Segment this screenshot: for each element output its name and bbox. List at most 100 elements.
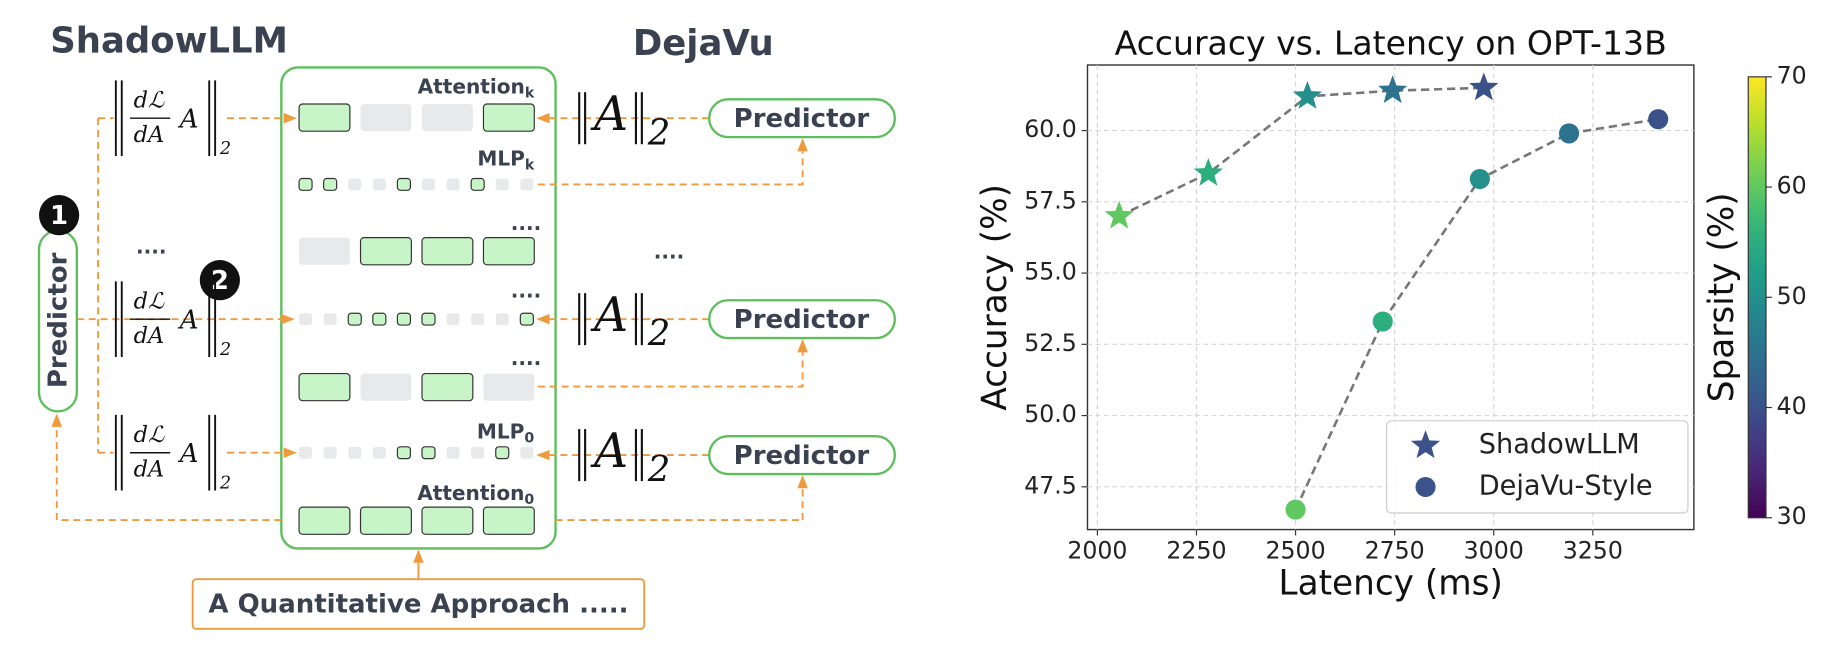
predictor-box xyxy=(708,299,896,340)
layer-label: Attentionk xyxy=(418,74,535,101)
numerator: dℒ xyxy=(134,422,165,448)
predictor-box xyxy=(708,98,896,139)
neuron xyxy=(421,446,436,460)
x-axis-label: Latency (ms) xyxy=(1279,564,1503,604)
y-axis-label: Accuracy (%) xyxy=(975,184,1015,411)
footer-box xyxy=(191,578,646,630)
subscript: 2 xyxy=(647,313,671,354)
operand: A xyxy=(590,288,628,343)
subscript: 2 xyxy=(219,473,231,493)
neuron xyxy=(323,177,338,191)
x-tick-label: 2250 xyxy=(1166,537,1226,565)
ellipsis: .... xyxy=(511,211,542,235)
chart-title: Accuracy vs. Latency on OPT-13B xyxy=(1115,23,1667,62)
colorbar-tick-label: 50 xyxy=(1777,282,1807,310)
weight-block xyxy=(298,372,351,402)
neuron xyxy=(471,313,485,326)
layer-label: Attention0 xyxy=(417,481,534,508)
weight-block xyxy=(421,372,474,402)
denominator: dA xyxy=(134,456,165,482)
neuron xyxy=(348,446,362,459)
neuron xyxy=(348,178,362,191)
layer-index: k xyxy=(525,157,535,173)
colorbar-tick-label: 40 xyxy=(1777,392,1807,420)
predictor-label: Predictor xyxy=(734,305,870,335)
operand: A xyxy=(590,87,628,142)
layer-name: Attention xyxy=(418,74,525,98)
neuron xyxy=(470,177,485,191)
operand: A xyxy=(178,439,199,469)
footer-text: A Quantitative Approach ..... xyxy=(208,590,628,620)
layer-name: MLP xyxy=(477,419,525,443)
predictor-box xyxy=(708,434,896,476)
step-badge xyxy=(39,195,80,236)
colorbar-tick-label: 30 xyxy=(1777,502,1807,530)
y-tick-label: 50.0 xyxy=(1024,400,1077,428)
denominator: dA xyxy=(134,122,165,148)
model-box xyxy=(280,66,557,550)
neuron xyxy=(323,446,337,459)
predictor-label: Predictor xyxy=(734,104,870,134)
ellipsis: .... xyxy=(511,346,542,370)
flow-arrow xyxy=(537,138,808,186)
data-point xyxy=(1469,168,1490,190)
neuron xyxy=(299,446,313,459)
weight-block xyxy=(298,506,351,535)
neuron xyxy=(520,178,534,191)
numerator: dℒ xyxy=(134,289,165,315)
data-point xyxy=(1372,311,1393,332)
layer-label: MLP0 xyxy=(477,419,535,446)
neuron xyxy=(495,446,510,460)
neuron xyxy=(519,312,534,326)
data-point xyxy=(1292,80,1323,109)
subscript: 2 xyxy=(647,449,671,490)
colorbar xyxy=(1747,76,1767,519)
layer-label: MLPk xyxy=(477,146,535,173)
weight-block xyxy=(483,373,535,401)
weight-block xyxy=(421,104,473,132)
layer-name: Attention xyxy=(417,481,524,505)
y-tick-label: 52.5 xyxy=(1024,329,1077,357)
ellipsis: .... xyxy=(136,235,167,259)
neuron xyxy=(446,313,460,326)
weight-block xyxy=(482,237,535,266)
denominator: dA xyxy=(134,323,165,349)
diagram: ShadowLLM DejaVuAttentionkMLPkMLP0Attenti… xyxy=(37,21,896,630)
step-number: 2 xyxy=(211,266,229,296)
data-point xyxy=(1104,200,1134,229)
weight-block xyxy=(359,237,412,266)
legend-label: ShadowLLM xyxy=(1479,429,1640,460)
x-tick-label: 2500 xyxy=(1266,537,1326,565)
neuron xyxy=(421,312,436,326)
neuron xyxy=(299,313,313,326)
data-point xyxy=(1193,157,1223,186)
operand: A xyxy=(178,105,199,135)
neuron xyxy=(520,446,534,459)
neuron xyxy=(495,313,509,326)
colorbar-tick-label: 60 xyxy=(1777,172,1807,200)
right-title: DejaVu xyxy=(633,23,774,64)
weight-block xyxy=(421,506,474,535)
x-tick-label: 3000 xyxy=(1464,537,1524,565)
neuron xyxy=(396,446,411,460)
flow-arrow xyxy=(537,339,808,388)
y-tick-label: 60.0 xyxy=(1024,115,1077,143)
colorbar-tick-label: 70 xyxy=(1777,61,1807,89)
neuron xyxy=(298,177,313,191)
neuron xyxy=(396,312,411,326)
neuron xyxy=(421,178,435,191)
neuron xyxy=(495,178,509,191)
y-tick-label: 47.5 xyxy=(1024,471,1077,499)
data-point xyxy=(1558,123,1580,144)
weight-block xyxy=(299,237,350,265)
legend-label: DejaVu-Style xyxy=(1479,471,1653,502)
weight-block xyxy=(482,506,535,535)
legend-marker xyxy=(1415,476,1436,498)
operand: A xyxy=(178,306,199,336)
weight-block xyxy=(421,237,474,266)
legend-box xyxy=(1385,420,1689,514)
operand: A xyxy=(590,424,628,479)
left-title: ShadowLLM xyxy=(50,21,288,62)
weight-block xyxy=(482,103,535,132)
weight-block xyxy=(360,373,412,401)
